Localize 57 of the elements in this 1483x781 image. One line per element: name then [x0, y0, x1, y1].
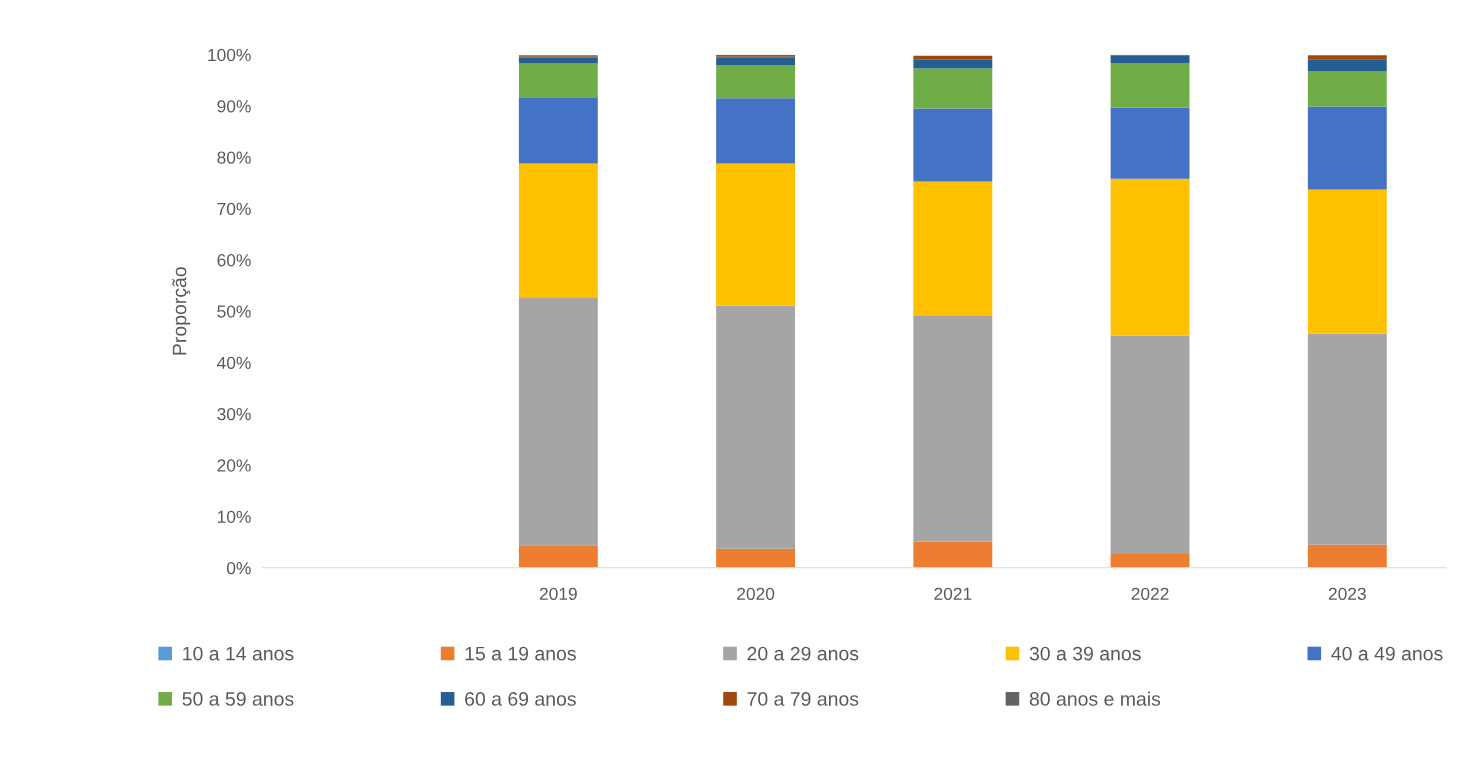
- legend-label: 20 a 29 anos: [747, 646, 859, 661]
- bar: [518, 297, 598, 546]
- bar: [1307, 59, 1387, 72]
- bar: [913, 108, 993, 182]
- bar: [1307, 106, 1387, 190]
- x-tick-label: 2020: [737, 587, 775, 600]
- bar: [913, 59, 993, 69]
- legend-label: 50 a 59 anos: [182, 692, 294, 706]
- bar: [1307, 55, 1387, 60]
- bar: [1110, 55, 1190, 63]
- y-axis-title: Proporção: [172, 267, 191, 355]
- y-tick-label: 0%: [226, 561, 251, 575]
- legend-label: 15 a 19 anos: [465, 646, 576, 661]
- bar: [1307, 544, 1387, 568]
- bar: [518, 545, 598, 568]
- bar: [1307, 71, 1387, 107]
- y-tick-label: 50%: [217, 305, 251, 318]
- legend-label: 30 a 39 anos: [1029, 646, 1141, 661]
- bar: [716, 98, 796, 164]
- bar: [716, 548, 796, 568]
- y-tick-label: 70%: [217, 202, 251, 216]
- bar: [1110, 107, 1190, 179]
- bar: [1110, 553, 1190, 568]
- bar: [716, 65, 796, 99]
- bar: [1307, 333, 1387, 545]
- bar: [1307, 189, 1387, 334]
- bar: [518, 163, 598, 298]
- bar: [518, 63, 598, 98]
- legend-label: 10 a 14 anos: [183, 646, 294, 661]
- legend-label: 70 a 79 anos: [747, 692, 859, 706]
- x-tick-label: 2023: [1328, 587, 1366, 600]
- y-tick-label: 60%: [217, 254, 251, 267]
- x-tick-label: 2022: [1131, 587, 1169, 600]
- x-tick-label: 2019: [539, 587, 577, 600]
- legend-label: 80 anos e mais: [1029, 691, 1161, 706]
- x-tick-label: 2021: [934, 587, 972, 600]
- bar: [1110, 62, 1190, 108]
- bar: [716, 57, 796, 66]
- y-tick-label: 80%: [217, 151, 251, 164]
- legend-label: 40 a 49 anos: [1331, 646, 1443, 661]
- bar: [913, 541, 993, 568]
- y-tick-label: 40%: [217, 356, 251, 369]
- y-tick-label: 10%: [217, 510, 251, 523]
- bar: [913, 315, 993, 542]
- bar: [1110, 178, 1190, 336]
- bar: [913, 181, 993, 316]
- bar: [913, 68, 993, 109]
- bar: [716, 305, 796, 549]
- y-tick-label: 20%: [217, 459, 251, 472]
- bar: [913, 55, 993, 60]
- legend-label: 60 a 69 anos: [465, 692, 576, 706]
- bar: [518, 97, 598, 164]
- bar: [1110, 335, 1190, 554]
- y-tick-label: 100%: [208, 48, 251, 62]
- y-tick-label: 30%: [217, 408, 251, 421]
- bar: [716, 163, 796, 306]
- y-tick-label: 90%: [217, 100, 251, 113]
